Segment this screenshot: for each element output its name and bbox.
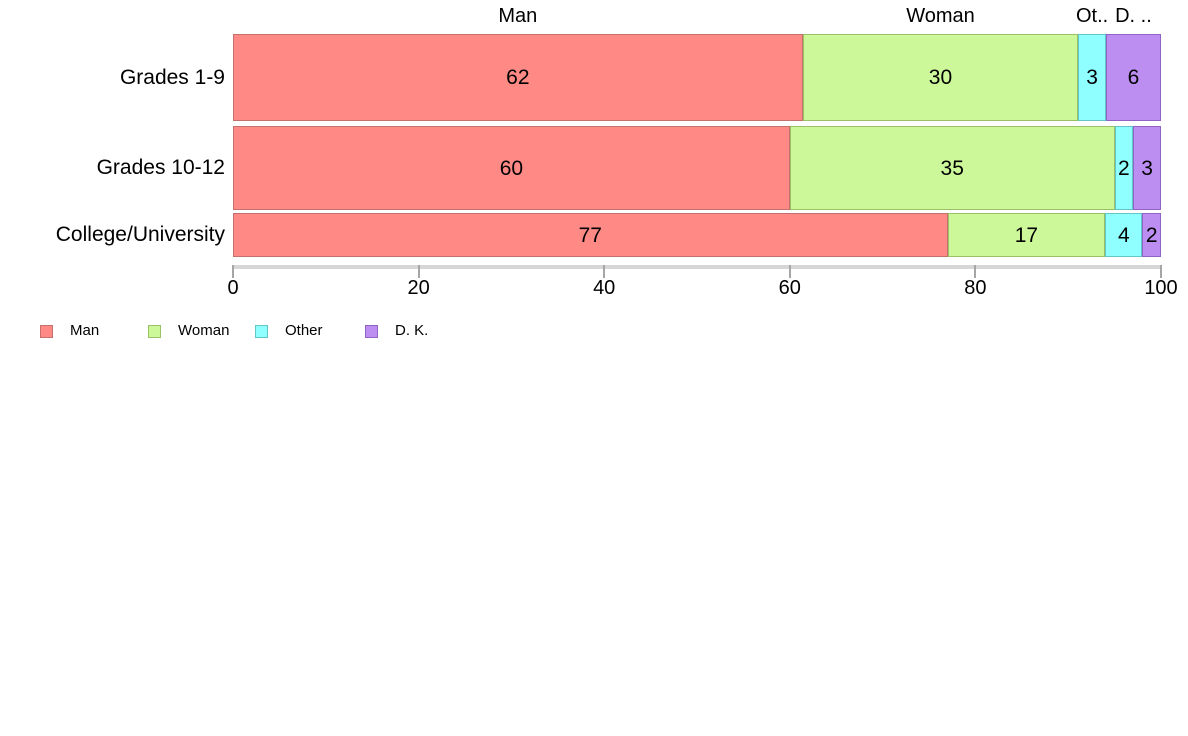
value-label: 30 <box>928 66 953 89</box>
segment-other[interactable]: 3 <box>1078 34 1106 121</box>
x-axis-tick-label: 100 <box>1144 277 1178 299</box>
x-axis-tick <box>788 265 791 278</box>
segment-d-k[interactable]: 6 <box>1105 34 1161 121</box>
x-axis-tick <box>603 265 606 278</box>
x-axis-tick <box>232 265 234 278</box>
category-label: Grades 10-12 <box>96 156 225 179</box>
x-axis-line <box>233 265 1162 269</box>
value-label: 62 <box>506 66 530 89</box>
value-label: 35 <box>940 156 964 180</box>
legend-swatch-other <box>255 324 268 338</box>
segment-woman[interactable]: 17 <box>947 213 1106 257</box>
stacked-bar: 60 35 2 3 <box>233 126 1161 210</box>
legend: Man Woman Other D. K. <box>0 322 1188 342</box>
segment-woman[interactable]: 35 <box>789 126 1115 210</box>
x-axis-tick <box>417 265 420 278</box>
x-axis-tick-label: 40 <box>593 277 616 299</box>
legend-swatch-d-k <box>365 324 378 338</box>
segment-other[interactable]: 4 <box>1105 213 1143 257</box>
segment-d-k[interactable]: 2 <box>1142 213 1161 257</box>
bar-row-college-university: College/University 77 17 4 2 <box>0 213 1188 257</box>
value-label: 77 <box>578 223 602 247</box>
column-header-d-k: D. .. <box>1115 5 1152 27</box>
value-label: 17 <box>1014 223 1039 247</box>
column-header-man: Man <box>498 5 538 27</box>
segment-man[interactable]: 62 <box>233 34 803 121</box>
segment-other[interactable]: 2 <box>1114 126 1134 210</box>
legend-swatch-woman <box>148 324 161 338</box>
value-label: 6 <box>1127 66 1140 89</box>
value-label: 3 <box>1086 66 1098 89</box>
bar-row-grades-10-12: Grades 10-12 60 35 2 3 <box>0 126 1188 210</box>
x-axis-tick <box>1160 265 1162 278</box>
segment-woman[interactable]: 30 <box>802 34 1079 121</box>
value-label: 60 <box>499 156 524 180</box>
x-axis-tick-label: 20 <box>407 277 430 299</box>
legend-item-woman[interactable]: Woman <box>148 322 229 340</box>
legend-item-other[interactable]: Other <box>255 322 323 340</box>
x-axis-tick-label: 60 <box>778 277 801 299</box>
legend-item-man[interactable]: Man <box>40 322 99 340</box>
column-header-woman: Woman <box>906 5 975 27</box>
category-label: Grades 1-9 <box>119 65 225 89</box>
stacked-bar: 62 30 3 6 <box>233 34 1161 121</box>
value-label: 2 <box>1145 223 1158 247</box>
bar-row-grades-1-9: Grades 1-9 62 30 3 6 <box>0 34 1188 121</box>
segment-man[interactable]: 60 <box>233 126 790 210</box>
legend-label: Man <box>70 322 100 339</box>
category-label: College/University <box>55 223 225 246</box>
x-axis-tick-label: 80 <box>964 277 987 299</box>
value-label: 2 <box>1118 156 1130 180</box>
segment-man[interactable]: 77 <box>233 213 948 257</box>
value-label: 4 <box>1118 223 1130 247</box>
column-header-other: Ot.. <box>1075 5 1109 27</box>
stacked-bar: 77 17 4 2 <box>233 213 1161 257</box>
legend-label: Other <box>285 322 323 339</box>
value-label: 3 <box>1141 156 1153 180</box>
legend-label: Woman <box>178 322 230 339</box>
x-axis-tick-label: 0 <box>227 277 239 299</box>
segment-d-k[interactable]: 3 <box>1133 126 1161 210</box>
legend-item-d-k[interactable]: D. K. <box>365 322 428 340</box>
legend-label: D. K. <box>395 322 429 339</box>
legend-swatch-man <box>40 324 53 338</box>
x-axis-tick <box>974 265 977 278</box>
